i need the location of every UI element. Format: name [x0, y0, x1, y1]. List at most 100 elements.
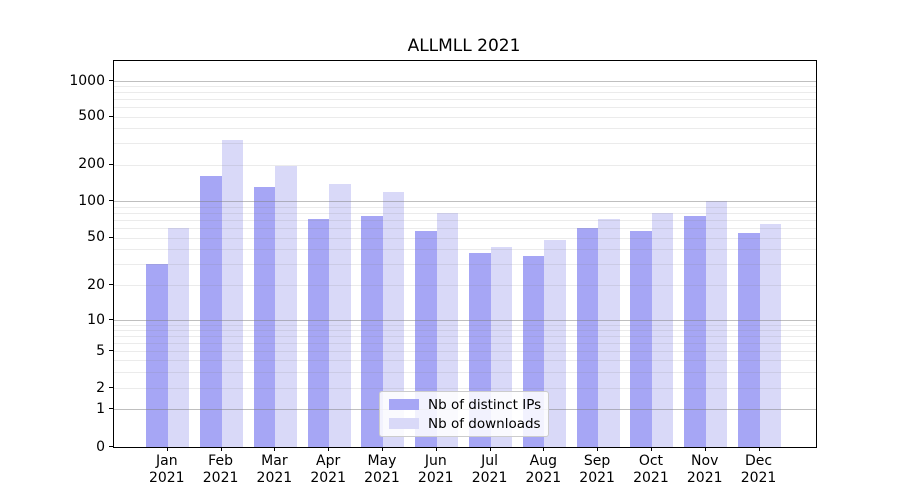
gridline-minor-800 — [114, 92, 816, 94]
downloads-swatch — [389, 418, 419, 429]
x-tick-label-sep: Sep 2021 — [579, 453, 615, 486]
y-tick-2 — [109, 387, 113, 388]
gridline-minor-500 — [114, 116, 816, 118]
gridline-minor-7 — [114, 335, 816, 337]
bar-ips-oct — [630, 230, 652, 447]
y-tick-label-1000: 1000 — [69, 72, 105, 89]
x-tick-sep — [597, 447, 599, 451]
gridline-major-1000 — [114, 81, 816, 82]
bar-downloads-jun — [436, 213, 459, 447]
y-tick-1000 — [109, 80, 113, 81]
gridline-minor-50 — [114, 237, 816, 239]
legend-label-downloads: Nb of downloads — [428, 415, 541, 432]
y-tick-200 — [109, 163, 113, 165]
y-tick-label-5: 5 — [96, 342, 105, 359]
bar-downloads-sep — [598, 218, 620, 447]
y-tick-0 — [109, 446, 113, 447]
bar-ips-mar — [253, 187, 276, 447]
y-tick-label-2: 2 — [96, 379, 105, 396]
y-tick-label-500: 500 — [78, 108, 105, 125]
gridline-minor-600 — [114, 107, 816, 109]
x-tick-label-feb: Feb 2021 — [202, 453, 239, 486]
y-tick-500 — [109, 115, 113, 117]
gridline-minor-5 — [114, 351, 816, 352]
gridline-minor-700 — [114, 99, 816, 101]
gridline-minor-20 — [114, 285, 816, 287]
bar-downloads-nov — [705, 201, 728, 447]
bar-ips-jan — [146, 264, 168, 447]
x-tick-may — [381, 447, 383, 451]
bar-downloads-may — [382, 191, 405, 447]
y-tick-20 — [109, 284, 113, 286]
distinct-ips-swatch — [389, 399, 419, 410]
chart-title: ALLMLL 2021 — [407, 36, 521, 56]
gridline-minor-90 — [114, 206, 816, 208]
x-tick-label-jun: Jun 2021 — [417, 453, 454, 486]
x-tick-dec — [758, 447, 760, 451]
x-tick-label-may: May 2021 — [364, 453, 400, 486]
bar-ips-nov — [684, 216, 706, 447]
gridline-minor-80 — [114, 213, 816, 215]
y-tick-label-20: 20 — [87, 276, 105, 293]
gridline-minor-300 — [114, 143, 816, 145]
x-tick-aug — [543, 447, 545, 451]
gridline-major-100 — [114, 201, 816, 203]
x-tick-label-nov: Nov 2021 — [686, 453, 723, 486]
x-tick-label-jul: Jul 2021 — [471, 453, 508, 486]
y-tick-label-0: 0 — [96, 438, 105, 455]
x-tick-nov — [704, 447, 706, 451]
x-tick-feb — [220, 447, 222, 451]
gridline-minor-40 — [114, 249, 816, 251]
bar-downloads-aug — [544, 239, 566, 447]
gridline-minor-8 — [114, 329, 816, 331]
bar-ips-apr — [307, 218, 330, 447]
x-tick-apr — [328, 447, 330, 451]
legend-item-downloads: Nb of downloads — [380, 416, 548, 432]
bar-ips-dec — [738, 232, 760, 447]
gridline-minor-6 — [114, 342, 816, 344]
gridline-minor-4 — [114, 360, 816, 361]
bar-ips-feb — [200, 176, 222, 447]
bar-downloads-oct — [651, 213, 674, 447]
gridline-minor-3 — [114, 371, 816, 373]
y-tick-label-1: 1 — [96, 400, 105, 417]
y-tick-label-10: 10 — [87, 311, 105, 328]
y-tick-1 — [109, 408, 113, 409]
bar-downloads-mar — [275, 166, 297, 447]
gridline-minor-9 — [114, 324, 816, 326]
gridline-minor-30 — [114, 264, 816, 266]
y-tick-label-50: 50 — [87, 229, 105, 246]
x-tick-jun — [435, 447, 437, 451]
bar-downloads-dec — [759, 223, 782, 447]
y-tick-50 — [109, 236, 113, 238]
legend-item-distinct-ips: Nb of distinct IPs — [380, 397, 548, 413]
x-tick-label-oct: Oct 2021 — [633, 453, 669, 486]
y-tick-100 — [109, 200, 113, 202]
x-tick-jan — [166, 447, 168, 451]
legend-label-distinct-ips: Nb of distinct IPs — [428, 396, 542, 413]
x-tick-jul — [489, 447, 491, 451]
bar-downloads-feb — [221, 140, 244, 447]
y-tick-label-100: 100 — [78, 192, 105, 209]
gridline-minor-900 — [114, 86, 816, 88]
gridline-major-10 — [114, 320, 816, 321]
gridline-minor-70 — [114, 220, 816, 222]
bar-downloads-apr — [329, 184, 351, 447]
gridline-minor-400 — [114, 128, 816, 130]
legend: Nb of distinct IPs Nb of downloads — [379, 391, 549, 437]
bar-ips-may — [361, 216, 383, 447]
plot-area: Nb of distinct IPs Nb of downloads — [113, 60, 817, 448]
y-tick-10 — [109, 319, 113, 320]
x-tick-label-dec: Dec 2021 — [740, 453, 777, 486]
bar-downloads-jan — [167, 228, 190, 447]
x-tick-oct — [650, 447, 652, 451]
bar-ips-sep — [576, 228, 599, 447]
x-tick-mar — [274, 447, 276, 451]
y-tick-5 — [109, 350, 113, 351]
gridline-minor-2 — [114, 388, 816, 389]
x-tick-label-mar: Mar 2021 — [256, 453, 293, 486]
x-tick-label-apr: Apr 2021 — [310, 453, 346, 486]
x-tick-label-jan: Jan 2021 — [148, 453, 185, 486]
gridline-minor-200 — [114, 164, 816, 166]
